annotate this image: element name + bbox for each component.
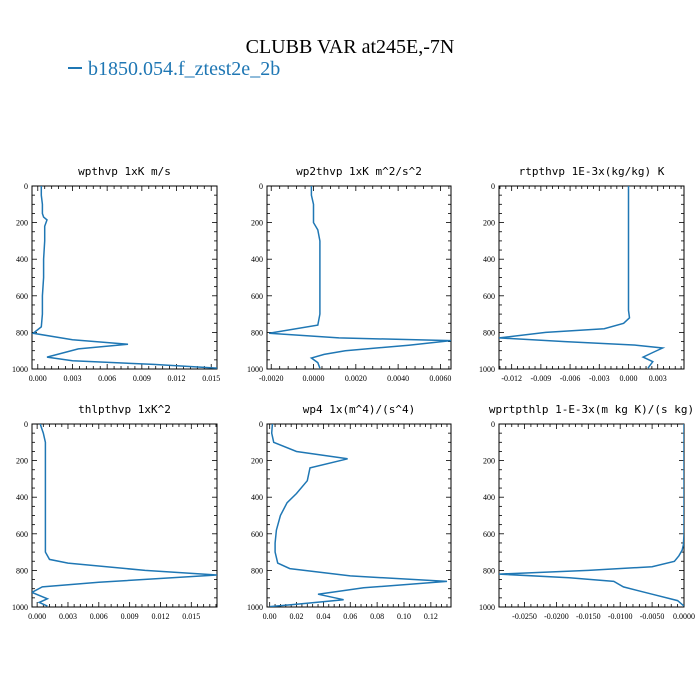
y-tick-label: 0 — [491, 420, 495, 429]
y-tick-label: 400 — [16, 255, 28, 264]
y-tick-label: 200 — [16, 219, 28, 228]
x-tick-label: 0.006 — [98, 374, 116, 383]
legend-line-icon — [68, 67, 82, 70]
x-tick-label: 0.009 — [133, 374, 151, 383]
x-tick-label: 0.06 — [343, 612, 357, 621]
y-tick-label: 200 — [16, 457, 28, 466]
x-tick-label: 0.003 — [649, 374, 667, 383]
series-line — [269, 424, 448, 607]
x-tick-label: 0.000 — [620, 374, 638, 383]
x-tick-label: 0.0040 — [387, 374, 409, 383]
plot-frame — [31, 185, 218, 370]
x-tick-label: 0.12 — [424, 612, 438, 621]
y-tick-label: 1000 — [247, 365, 263, 374]
panel-title: rtpthvp 1E-3x(kg/kg) K — [519, 165, 665, 178]
y-tick-label: 800 — [251, 328, 263, 337]
y-tick-label: 0 — [259, 420, 263, 429]
y-tick-label: 200 — [483, 457, 495, 466]
series-line — [32, 186, 217, 369]
y-tick-label: 800 — [16, 566, 28, 575]
x-tick-label: -0.006 — [560, 374, 581, 383]
series-line — [499, 186, 666, 369]
x-tick-label: 0.015 — [202, 374, 220, 383]
y-tick-label: 600 — [16, 292, 28, 301]
x-tick-label: 0.000 — [29, 374, 47, 383]
plot-frame — [31, 423, 218, 608]
y-tick-label: 400 — [16, 493, 28, 502]
panel-title: wprtpthlp 1-E-3x(m kg K)/(s kg) — [489, 403, 694, 416]
x-tick-label: 0.0020 — [345, 374, 367, 383]
x-tick-label: 0.015 — [182, 612, 200, 621]
x-tick-label: 0.012 — [168, 374, 186, 383]
y-tick-label: 0 — [24, 420, 28, 429]
series-line — [32, 424, 217, 607]
y-tick-label: 600 — [251, 530, 263, 539]
panel-title: wpthvp 1xK m/s — [78, 165, 171, 178]
y-tick-label: 400 — [251, 255, 263, 264]
y-tick-label: 1000 — [12, 603, 28, 612]
x-tick-label: -0.012 — [501, 374, 522, 383]
y-tick-label: 0 — [259, 182, 263, 191]
x-tick-label: -0.0100 — [608, 612, 633, 621]
series-line — [268, 186, 451, 369]
x-tick-label: 0.006 — [90, 612, 108, 621]
y-tick-label: 400 — [483, 493, 495, 502]
y-tick-label: 600 — [483, 292, 495, 301]
x-tick-label: 0.00 — [263, 612, 277, 621]
x-tick-label: 0.10 — [397, 612, 411, 621]
legend-label: b1850.054.f_ztest2e_2b — [88, 58, 281, 80]
panel-3: rtpthvp 1E-3x(kg/kg) K02004006008001000-… — [479, 165, 685, 383]
plot-frame — [266, 185, 452, 370]
x-tick-label: 0.0060 — [429, 374, 451, 383]
x-tick-label: 0.003 — [59, 612, 77, 621]
y-tick-label: 200 — [483, 219, 495, 228]
y-tick-label: 1000 — [12, 365, 28, 374]
y-tick-label: 600 — [16, 530, 28, 539]
y-tick-label: 1000 — [247, 603, 263, 612]
x-tick-label: -0.0050 — [640, 612, 665, 621]
y-tick-label: 200 — [251, 457, 263, 466]
y-tick-label: 400 — [251, 493, 263, 502]
y-tick-label: 800 — [483, 566, 495, 575]
x-tick-label: -0.0250 — [512, 612, 537, 621]
panel-6: wprtpthlp 1-E-3x(m kg K)/(s kg) 0 200 400 60… — [479, 403, 695, 621]
x-tick-label: 0.000 — [28, 612, 46, 621]
y-tick-label: 0 — [491, 182, 495, 191]
y-tick-label: 800 — [483, 328, 495, 337]
y-tick-label: 600 — [251, 292, 263, 301]
x-tick-label: -0.0150 — [576, 612, 601, 621]
x-tick-label: 0.08 — [370, 612, 384, 621]
panel-title: wp2thvp 1xK m^2/s^2 — [296, 165, 422, 178]
y-tick-label: 800 — [251, 566, 263, 575]
x-tick-label: 0.0000 — [303, 374, 325, 383]
y-tick-label: 0 — [24, 182, 28, 191]
x-tick-label: -0.003 — [589, 374, 610, 383]
x-tick-label: -0.009 — [531, 374, 552, 383]
x-tick-label: 0.009 — [121, 612, 139, 621]
y-tick-label: 800 — [16, 328, 28, 337]
figure-title: CLUBB VAR at245E,-7N — [245, 36, 455, 58]
x-tick-label: -0.0020 — [259, 374, 284, 383]
panel-2: wp2thvp 1xK m^2/s^2 0 200 400 600 800 1000-0.0… — [247, 165, 452, 383]
series-line — [499, 424, 684, 607]
y-tick-label: 600 — [483, 530, 495, 539]
y-tick-label: 1000 — [479, 365, 495, 374]
x-tick-label: 0.012 — [151, 612, 169, 621]
y-tick-label: 1000 — [479, 603, 495, 612]
legend: b1850.054.f_ztest2e_2b — [68, 58, 280, 81]
x-tick-label: 0.0000 — [673, 612, 695, 621]
x-tick-label: 0.04 — [316, 612, 330, 621]
x-tick-label: -0.0200 — [544, 612, 569, 621]
y-tick-label: 400 — [483, 255, 495, 264]
x-tick-label: 0.003 — [63, 374, 81, 383]
y-tick-label: 200 — [251, 219, 263, 228]
plot-frame — [498, 185, 685, 370]
panel-title: wp4 1x(m^4)/(s^4) — [303, 403, 416, 416]
x-tick-label: 0.02 — [290, 612, 304, 621]
panel-title: thlpthvp 1xK^2 — [78, 403, 171, 416]
